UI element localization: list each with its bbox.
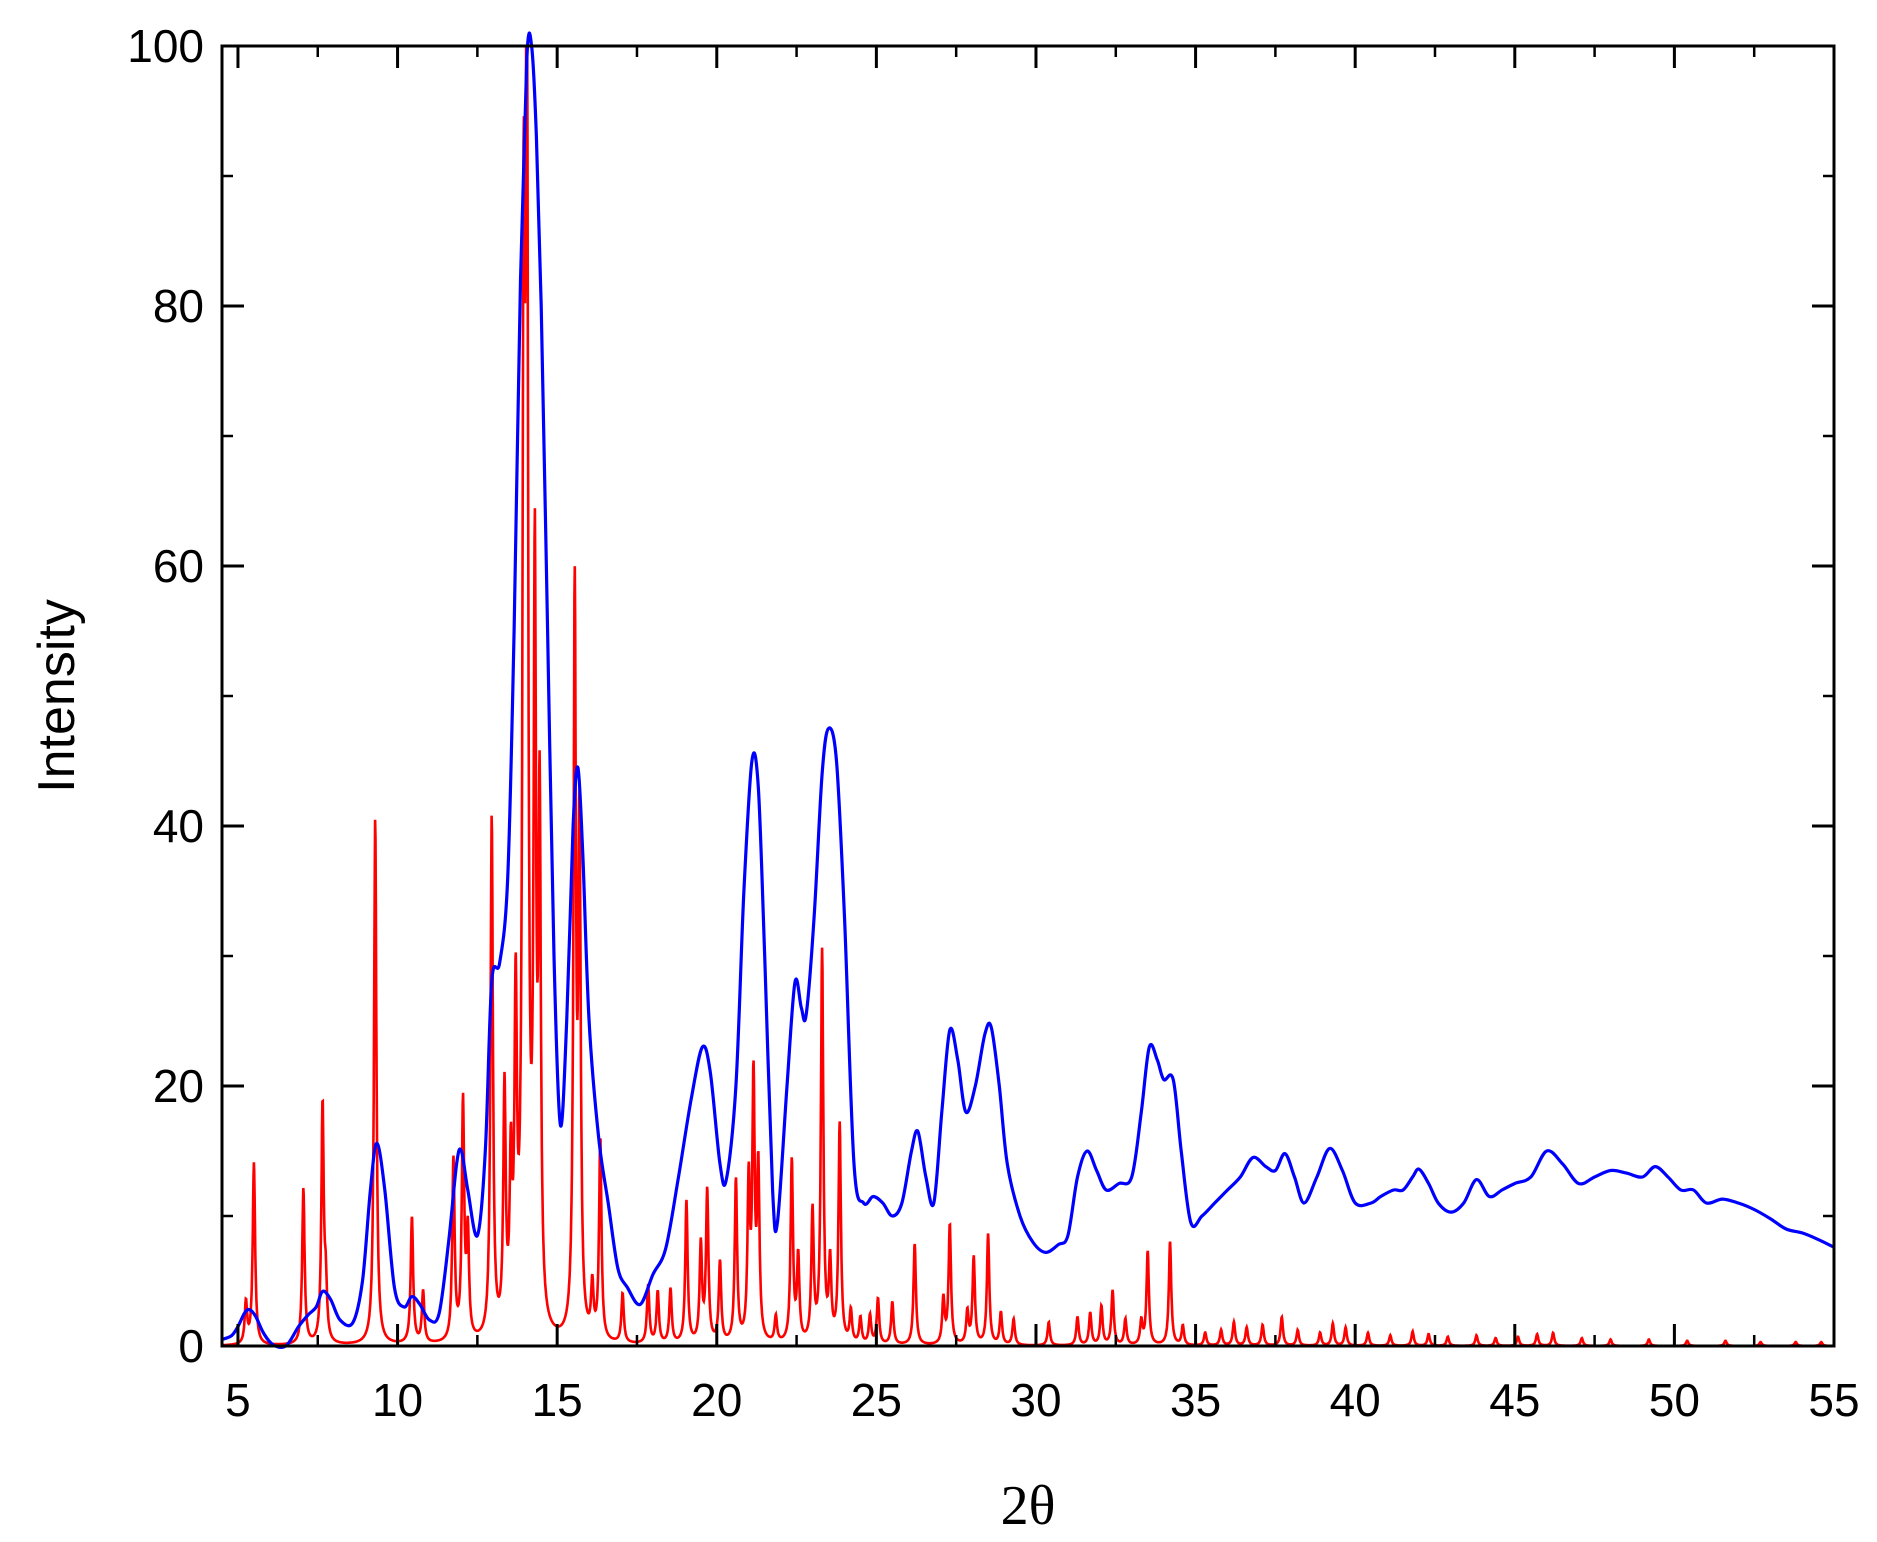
x-tick-label: 40	[1330, 1374, 1381, 1426]
x-tick-label: 15	[532, 1374, 583, 1426]
tick-label-layer: 5 10 15 20 25 30 35 40 45 50 55 0 20 40 60 80 100	[127, 20, 1859, 1426]
y-tick-label: 80	[153, 280, 204, 332]
y-tick-label: 60	[153, 540, 204, 592]
x-tick-label: 25	[851, 1374, 902, 1426]
x-tick-label: 35	[1170, 1374, 1221, 1426]
x-tick-label: 55	[1808, 1374, 1859, 1426]
y-tick-label: 40	[153, 800, 204, 852]
series-line-blue	[221, 31, 1835, 1350]
y-axis-title: Intensity	[28, 599, 86, 793]
y-tick-label: 100	[127, 20, 204, 72]
y-tick-label: 20	[153, 1060, 204, 1112]
x-tick-label: 20	[691, 1374, 742, 1426]
plot-frame	[220, 44, 1836, 1348]
y-tick-label: 0	[178, 1320, 204, 1372]
x-tick-label: 5	[225, 1374, 251, 1426]
x-tick-label: 50	[1649, 1374, 1700, 1426]
x-tick-label: 30	[1010, 1374, 1061, 1426]
x-tick-label: 45	[1489, 1374, 1540, 1426]
x-axis-title: 2θ	[1001, 1475, 1056, 1537]
x-tick-label: 10	[372, 1374, 423, 1426]
